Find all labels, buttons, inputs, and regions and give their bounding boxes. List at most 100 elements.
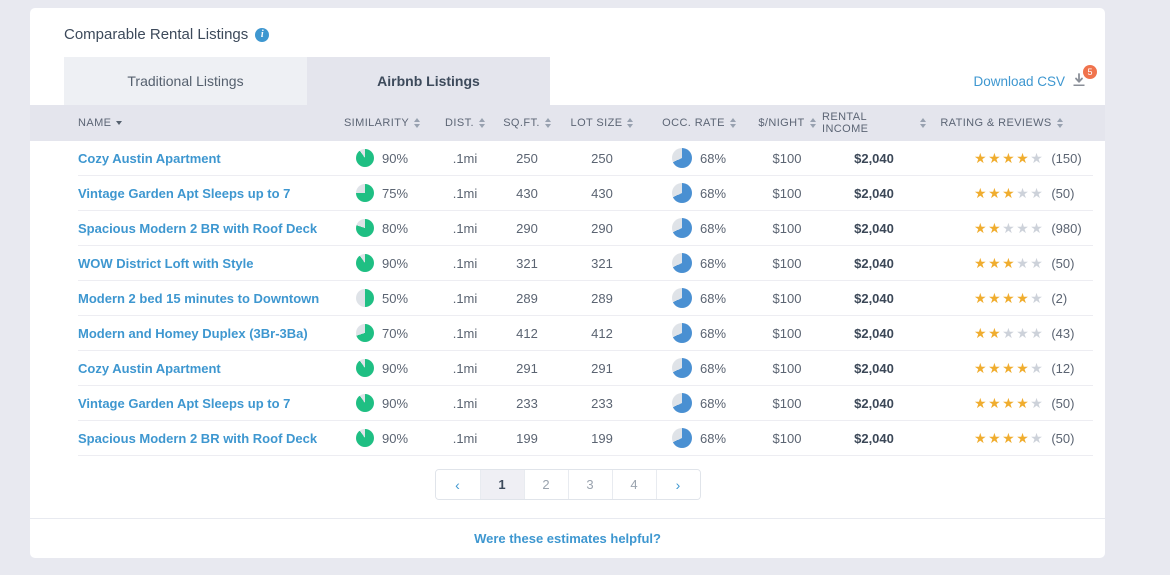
rental-income-cell: $2,040	[854, 395, 894, 411]
sort-down-arrow	[920, 124, 926, 128]
similarity-pie-icon	[355, 289, 374, 307]
listing-name-link[interactable]: Cozy Austin Apartment	[78, 150, 221, 166]
price-per-night-cell: $100	[772, 255, 802, 271]
column-header-night[interactable]: $/NIGHT	[752, 117, 822, 129]
star-icon: ★	[1002, 395, 1017, 411]
column-header-income[interactable]: RENTAL INCOME	[822, 111, 926, 135]
sqft-cell: 250	[516, 150, 538, 166]
listing-name-link[interactable]: Vintage Garden Apt Sleeps up to 7	[78, 395, 291, 411]
download-csv-link[interactable]: Download CSV	[973, 73, 1065, 89]
sqft-cell: 321	[516, 255, 538, 271]
occupancy-rate-cell: 68%	[646, 428, 752, 448]
price-per-night-cell: $100	[772, 325, 802, 341]
name-cell: WOW District Loft with Style	[78, 256, 330, 271]
price-per-night-cell: $100	[772, 150, 802, 166]
sort-updown-icon	[544, 118, 551, 128]
column-header-sqft[interactable]: SQ.FT.	[496, 117, 558, 129]
listings-table-body: Cozy Austin Apartment 90% .1mi 250 250 68% $10…	[30, 141, 1105, 456]
sort-desc-icon	[116, 121, 123, 125]
star-icon: ★	[974, 290, 989, 306]
occupancy-rate-cell: 68%	[646, 183, 752, 203]
rating-cell: ★★★★★ (50)	[926, 396, 1077, 411]
occupancy-value: 68%	[699, 290, 727, 306]
listing-name-link[interactable]: Spacious Modern 2 BR with Roof Deck	[78, 430, 318, 446]
star-icon: ★	[988, 325, 1003, 341]
pagination-next-button[interactable]: ›	[655, 470, 700, 499]
listing-name-link[interactable]: Spacious Modern 2 BR with Roof Deck	[78, 220, 318, 236]
similarity-pie-icon	[355, 219, 374, 237]
listing-name-link[interactable]: WOW District Loft with Style	[78, 255, 254, 271]
sort-up-arrow	[1056, 118, 1063, 122]
pagination-page-3[interactable]: 3	[567, 470, 612, 499]
distance-cell: .1mi	[452, 360, 478, 376]
sqft-cell: 233	[516, 395, 538, 411]
similarity-value: 90%	[381, 255, 409, 271]
sort-up-arrow	[544, 118, 551, 122]
star-icon: ★	[974, 150, 989, 166]
sort-updown-icon	[809, 118, 816, 128]
column-header-label: $/NIGHT	[758, 117, 805, 129]
tab-traditional-listings[interactable]: Traditional Listings	[64, 57, 307, 105]
similarity-cell: 75%	[330, 184, 434, 202]
star-icon: ★	[988, 290, 1003, 306]
column-header-occrate[interactable]: OCC. RATE	[646, 117, 752, 129]
sqft-cell: 291	[516, 360, 538, 376]
sort-up-arrow	[478, 118, 485, 122]
similarity-pie-icon	[355, 324, 374, 342]
occupancy-value: 68%	[699, 150, 727, 166]
occupancy-rate-cell: 68%	[646, 288, 752, 308]
rental-income-cell: $2,040	[854, 290, 894, 306]
name-cell: Vintage Garden Apt Sleeps up to 7	[78, 396, 330, 411]
lot-size-cell: 430	[591, 185, 613, 201]
occupancy-pie-icon	[671, 428, 692, 448]
similarity-value: 75%	[381, 185, 409, 201]
listing-name-link[interactable]: Cozy Austin Apartment	[78, 360, 221, 376]
sort-down-arrow	[729, 124, 736, 128]
column-header-lotsize[interactable]: LOT SIZE	[558, 117, 646, 129]
table-row: Cozy Austin Apartment 90% .1mi 291 291 68% $10…	[78, 351, 1093, 386]
listing-name-link[interactable]: Vintage Garden Apt Sleeps up to 7	[78, 185, 291, 201]
similarity-value: 50%	[381, 290, 409, 306]
review-count: (980)	[1051, 220, 1082, 236]
listing-name-link[interactable]: Modern and Homey Duplex (3Br-3Ba)	[78, 325, 308, 341]
tab-airbnb-listings[interactable]: Airbnb Listings	[307, 57, 550, 105]
pagination-page-2[interactable]: 2	[523, 470, 568, 499]
name-cell: Spacious Modern 2 BR with Roof Deck	[78, 431, 330, 446]
similarity-value: 90%	[381, 395, 409, 411]
pagination-prev-button[interactable]: ‹	[435, 470, 480, 499]
sort-up-arrow	[414, 118, 421, 122]
pagination-page-1[interactable]: 1	[479, 470, 524, 499]
download-icon-wrap[interactable]: 5	[1071, 65, 1097, 90]
column-header-label: RATING & REVIEWS	[940, 117, 1052, 129]
name-cell: Modern and Homey Duplex (3Br-3Ba)	[78, 326, 330, 341]
pagination: ‹ 1 2 3 4 ›	[434, 469, 701, 500]
column-header-name[interactable]: NAME	[78, 117, 330, 129]
star-icon: ★	[1030, 360, 1045, 376]
distance-cell: .1mi	[452, 150, 478, 166]
column-header-rating[interactable]: RATING & REVIEWS	[926, 117, 1077, 129]
distance-cell: .1mi	[452, 185, 478, 201]
sort-updown-icon	[414, 118, 421, 128]
similarity-cell: 90%	[330, 149, 434, 167]
occupancy-rate-cell: 68%	[646, 358, 752, 378]
table-row: Modern 2 bed 15 minutes to Downtown 50% .1…	[78, 281, 1093, 316]
rating-cell: ★★★★★ (2)	[926, 291, 1077, 306]
estimates-helpful-link[interactable]: Were these estimates helpful?	[474, 531, 661, 546]
rental-income-cell: $2,040	[854, 185, 894, 201]
info-icon[interactable]: i	[255, 27, 270, 42]
occupancy-value: 68%	[699, 430, 727, 446]
similarity-value: 80%	[381, 220, 409, 236]
distance-cell: .1mi	[452, 255, 478, 271]
star-icon: ★	[974, 185, 989, 201]
column-header-label: SIMILARITY	[343, 117, 410, 129]
pagination-page-4[interactable]: 4	[611, 470, 656, 499]
similarity-value: 90%	[381, 430, 409, 446]
sqft-cell: 290	[516, 220, 538, 236]
star-icon: ★	[1016, 255, 1031, 271]
column-header-dist[interactable]: DIST.	[434, 117, 496, 129]
column-header-similarity[interactable]: SIMILARITY	[330, 117, 434, 129]
listing-name-link[interactable]: Modern 2 bed 15 minutes to Downtown	[78, 290, 320, 306]
star-rating: ★★★★★	[974, 256, 1044, 270]
lot-size-cell: 250	[591, 150, 613, 166]
similarity-value: 90%	[381, 360, 409, 376]
